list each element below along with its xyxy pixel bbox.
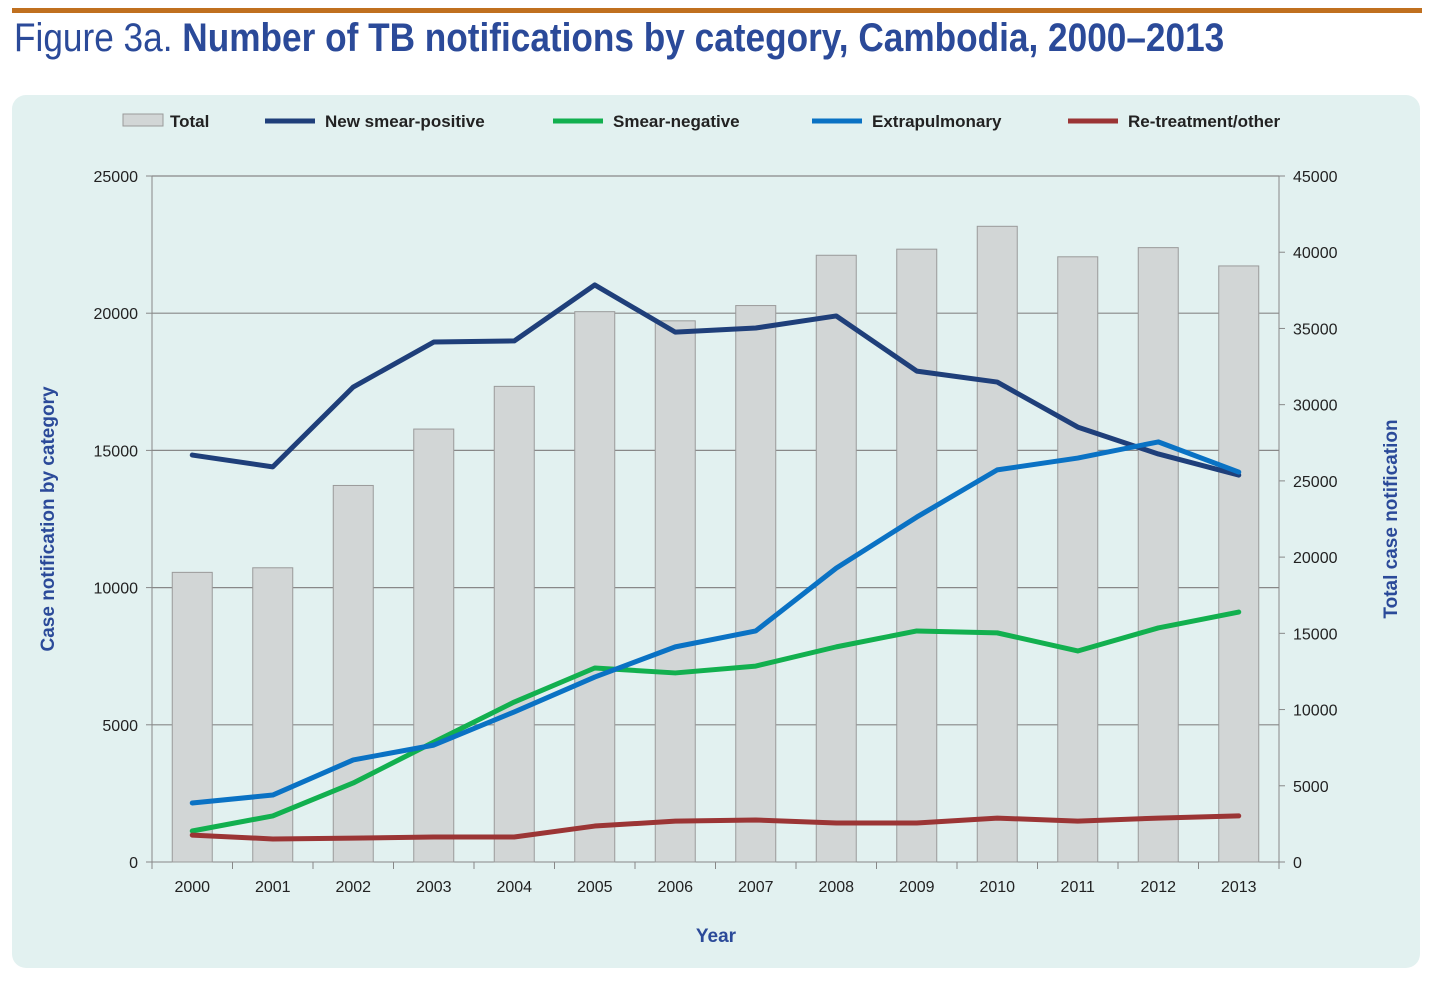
bar-total [493, 385, 535, 863]
y-tick-label: 15000 [94, 443, 139, 460]
bar-total [654, 320, 696, 863]
line-re-treatment-other [189, 813, 1242, 842]
y-tick-label: 5000 [102, 718, 138, 735]
x-tick-label: 2010 [979, 879, 1015, 896]
x-tick-label: 2003 [416, 879, 452, 896]
x-tick-label: 2004 [496, 879, 532, 896]
x-tick-label: 2007 [738, 879, 774, 896]
bar-total [1057, 256, 1099, 863]
y-tick-label: 0 [129, 855, 138, 872]
bar-total [976, 225, 1018, 863]
x-tick-label: 2000 [174, 879, 210, 896]
title-main: Number of TB notifications by category, … [182, 16, 1225, 60]
x-tick-label: 2008 [818, 879, 854, 896]
y2-tick-label: 25000 [1293, 474, 1338, 491]
legend-label: Extrapulmonary [872, 112, 1002, 131]
y2-tick-label: 10000 [1293, 703, 1338, 720]
y2-axis-title: Total case notification [1381, 419, 1402, 618]
legend-label: Total [170, 112, 209, 131]
x-tick-label: 2006 [657, 879, 693, 896]
y2-tick-label: 0 [1293, 855, 1302, 872]
y2-tick-label: 15000 [1293, 626, 1338, 643]
x-axis-title: Year [696, 926, 737, 947]
bar-total [1137, 247, 1179, 863]
y2-tick-label: 30000 [1293, 398, 1338, 415]
line-smear-negative [189, 609, 1242, 834]
bar-total [735, 305, 777, 863]
bar-total [815, 254, 857, 863]
x-tick-label: 2002 [335, 879, 371, 896]
y-axis-title: Case notification by category [38, 386, 59, 651]
y-tick-label: 25000 [94, 169, 139, 186]
x-tick-label: 2012 [1140, 879, 1176, 896]
x-tick-label: 2005 [577, 879, 613, 896]
bar-total [896, 248, 938, 863]
bar-total [413, 428, 455, 863]
legend-swatch-total [122, 113, 164, 127]
y2-tick-label: 40000 [1293, 245, 1338, 262]
x-tick-label: 2013 [1221, 879, 1257, 896]
figure-title: Figure 3a. Number of TB notifications by… [14, 16, 1224, 61]
y-tick-label: 10000 [94, 581, 139, 598]
line-extrapulmonary [189, 439, 1242, 806]
legend-label: Re-treatment/other [1128, 112, 1280, 131]
legend-label: Smear-negative [613, 112, 740, 131]
bar-total [574, 311, 616, 863]
legend-label: New smear-positive [325, 112, 485, 131]
bar-total [1218, 265, 1260, 863]
y2-tick-label: 45000 [1293, 169, 1338, 186]
bar-total [171, 571, 213, 863]
y2-tick-label: 5000 [1293, 779, 1329, 796]
title-prefix: Figure 3a. [14, 16, 173, 60]
title-rule [12, 8, 1422, 13]
y2-tick-label: 20000 [1293, 550, 1338, 567]
x-tick-label: 2009 [899, 879, 935, 896]
y-tick-label: 20000 [94, 306, 139, 323]
y2-tick-label: 35000 [1293, 321, 1338, 338]
x-tick-label: 2001 [255, 879, 291, 896]
x-tick-label: 2011 [1061, 879, 1096, 896]
line-new-smear-positive [189, 282, 1242, 478]
bar-total [332, 484, 374, 863]
